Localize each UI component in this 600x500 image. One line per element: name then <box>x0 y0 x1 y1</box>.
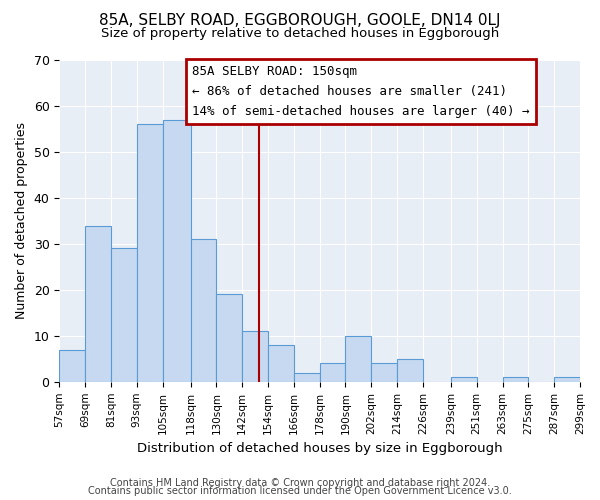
Text: Contains public sector information licensed under the Open Government Licence v3: Contains public sector information licen… <box>88 486 512 496</box>
Bar <box>294 372 320 382</box>
Bar <box>397 359 423 382</box>
Bar <box>554 377 580 382</box>
Bar <box>242 331 268 382</box>
Bar <box>503 377 529 382</box>
Bar <box>268 345 294 382</box>
X-axis label: Distribution of detached houses by size in Eggborough: Distribution of detached houses by size … <box>137 442 502 455</box>
Text: 85A, SELBY ROAD, EGGBOROUGH, GOOLE, DN14 0LJ: 85A, SELBY ROAD, EGGBOROUGH, GOOLE, DN14… <box>99 12 501 28</box>
Bar <box>59 350 85 382</box>
Text: 85A SELBY ROAD: 150sqm
← 86% of detached houses are smaller (241)
14% of semi-de: 85A SELBY ROAD: 150sqm ← 86% of detached… <box>192 65 530 118</box>
Text: Contains HM Land Registry data © Crown copyright and database right 2024.: Contains HM Land Registry data © Crown c… <box>110 478 490 488</box>
Text: Size of property relative to detached houses in Eggborough: Size of property relative to detached ho… <box>101 28 499 40</box>
Bar <box>137 124 163 382</box>
Bar <box>451 377 477 382</box>
Bar <box>191 240 217 382</box>
Bar <box>217 294 242 382</box>
Bar <box>85 226 111 382</box>
Bar <box>346 336 371 382</box>
Bar <box>320 364 346 382</box>
Bar <box>163 120 191 382</box>
Y-axis label: Number of detached properties: Number of detached properties <box>15 122 28 320</box>
Bar <box>371 364 397 382</box>
Bar <box>111 248 137 382</box>
